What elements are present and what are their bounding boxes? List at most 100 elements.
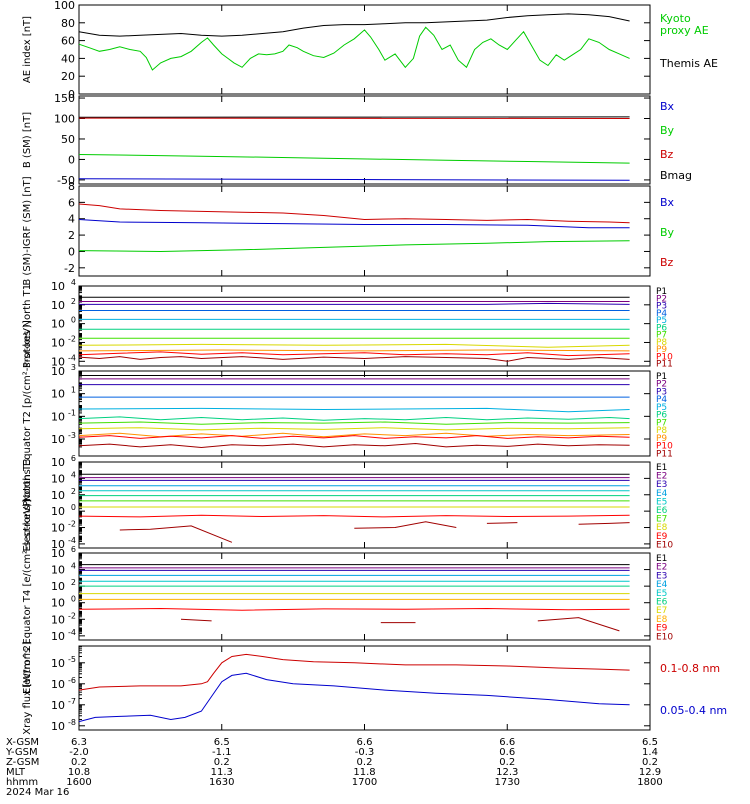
legend-bmag: Bmag bbox=[660, 169, 692, 182]
y-tick-label: 10 bbox=[51, 657, 65, 670]
y-tick-label: 10 bbox=[51, 489, 65, 502]
series-e10 bbox=[181, 619, 212, 621]
y-tick-label: 60 bbox=[61, 35, 75, 48]
y-tick-label: 10 bbox=[51, 433, 65, 446]
series-p3 bbox=[79, 303, 630, 304]
y-tick-label: 40 bbox=[61, 52, 75, 65]
series-p9 bbox=[79, 433, 630, 436]
series-p10 bbox=[79, 436, 630, 439]
series-kyoto-proxy-ae bbox=[79, 27, 630, 70]
y-tick-label: 80 bbox=[61, 17, 75, 30]
y-axis-label: B (SM)-IGRF (SM) [nT] bbox=[22, 176, 33, 285]
series-0-05-0-4-nm bbox=[79, 673, 630, 721]
y-axis-label: AE index [nT] bbox=[22, 16, 33, 83]
y-tick-exponent: -7 bbox=[68, 697, 76, 706]
y-tick-label: 10 bbox=[51, 597, 65, 610]
series-p8 bbox=[79, 428, 630, 430]
series-by bbox=[79, 155, 630, 164]
y-tick-label: 20 bbox=[61, 70, 75, 83]
y-tick-exponent: -1 bbox=[68, 408, 76, 417]
series-bz bbox=[79, 204, 630, 223]
y-tick-exponent: -4 bbox=[68, 353, 76, 362]
y-tick-label: 10 bbox=[51, 678, 65, 691]
y-tick-exponent: -2 bbox=[68, 334, 76, 343]
time-axis-row-label: 2024 Mar 16 bbox=[6, 787, 69, 798]
y-tick-exponent: -4 bbox=[68, 536, 76, 545]
legend-0-1-0-8-nm: 0.1-0.8 nm bbox=[660, 662, 720, 675]
y-tick-label: 10 bbox=[51, 699, 65, 712]
y-tick-label: 10 bbox=[51, 299, 65, 312]
y-tick-exponent: -2 bbox=[68, 520, 76, 529]
series-e9 bbox=[79, 515, 630, 517]
series-e10 bbox=[579, 523, 630, 525]
series-p11 bbox=[79, 357, 630, 362]
panel-frame bbox=[79, 96, 650, 184]
series-p10 bbox=[79, 352, 630, 356]
y-tick-exponent: -2 bbox=[68, 611, 76, 620]
legend-bx: Bx bbox=[660, 100, 675, 113]
y-tick-label: 10 bbox=[51, 720, 65, 733]
y-tick-exponent: 4 bbox=[71, 278, 76, 287]
series-bx bbox=[79, 179, 630, 181]
series-e10 bbox=[487, 523, 518, 524]
y-tick-exponent: 4 bbox=[71, 470, 76, 479]
y-tick-exponent: 0 bbox=[71, 595, 76, 604]
panel-frame bbox=[79, 553, 650, 640]
y-tick-exponent: -4 bbox=[68, 628, 76, 637]
panel-frame bbox=[79, 286, 650, 366]
y-tick-label: 0 bbox=[68, 245, 75, 258]
time-axis-value: 1600 bbox=[66, 777, 91, 788]
time-axis-value: 1730 bbox=[495, 777, 520, 788]
y-tick-label: 10 bbox=[51, 388, 65, 401]
y-tick-exponent: 0 bbox=[71, 503, 76, 512]
y-tick-exponent: 2 bbox=[71, 297, 76, 306]
y-tick-exponent: -8 bbox=[68, 718, 76, 727]
panel-frame bbox=[79, 462, 650, 548]
legend-bx: Bx bbox=[660, 196, 675, 209]
y-tick-label: 10 bbox=[51, 280, 65, 293]
y-tick-label: 2 bbox=[68, 229, 75, 242]
panel-frame bbox=[79, 5, 650, 94]
series-0-1-0-8-nm bbox=[79, 654, 630, 690]
series-p6 bbox=[79, 417, 630, 420]
panel-frame bbox=[79, 186, 650, 276]
legend-p11: P11 bbox=[656, 449, 673, 459]
y-tick-label: 10 bbox=[51, 505, 65, 518]
series-e9 bbox=[79, 609, 630, 611]
series-p11 bbox=[79, 444, 630, 448]
legend-by: By bbox=[660, 226, 675, 239]
series-p8 bbox=[79, 344, 630, 347]
y-tick-label: 10 bbox=[51, 336, 65, 349]
time-axis-value: 1630 bbox=[209, 777, 234, 788]
y-tick-label: 4 bbox=[68, 213, 75, 226]
legend-bz: Bz bbox=[660, 148, 674, 161]
y-tick-label: 8 bbox=[68, 180, 75, 193]
series-p7 bbox=[79, 422, 630, 424]
y-tick-exponent: 1 bbox=[71, 386, 76, 395]
time-axis-value: 1700 bbox=[352, 777, 377, 788]
legend-p11: P11 bbox=[656, 360, 673, 370]
legend-kyoto-proxy-ae: proxy AE bbox=[660, 24, 709, 37]
y-tick-exponent: 6 bbox=[71, 545, 76, 554]
y-tick-label: 50 bbox=[61, 133, 75, 146]
y-tick-label: 0 bbox=[68, 153, 75, 166]
y-tick-exponent: 0 bbox=[71, 316, 76, 325]
y-tick-label: 10 bbox=[51, 630, 65, 643]
y-tick-exponent: 4 bbox=[71, 562, 76, 571]
y-tick-label: 10 bbox=[51, 318, 65, 331]
legend-bz: Bz bbox=[660, 256, 674, 269]
y-tick-exponent: 6 bbox=[71, 454, 76, 463]
legend-e10: E10 bbox=[656, 632, 673, 642]
time-axis-value: 1800 bbox=[637, 777, 662, 788]
y-tick-label: 10 bbox=[51, 547, 65, 560]
